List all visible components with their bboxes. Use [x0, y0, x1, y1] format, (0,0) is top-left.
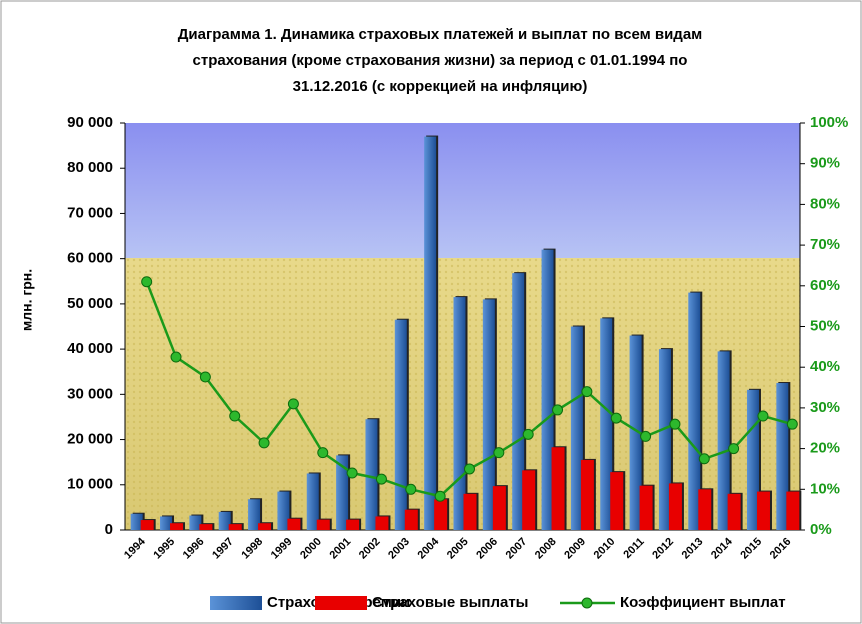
bar	[317, 520, 330, 530]
bar	[786, 492, 799, 530]
chart-title: страхования (кроме страхования жизни) за…	[193, 52, 688, 69]
bar	[199, 524, 212, 530]
y2-tick-label: 60%	[810, 277, 840, 294]
y-tick-label: 60 000	[67, 250, 113, 267]
y2-tick-label: 50%	[810, 317, 840, 334]
line-point	[494, 448, 504, 458]
y2-tick-label: 70%	[810, 236, 840, 253]
y2-tick-label: 30%	[810, 399, 840, 416]
legend-swatch	[210, 596, 262, 610]
line-point	[288, 399, 298, 409]
line-point	[376, 474, 386, 484]
line-point	[758, 411, 768, 421]
y-tick-label: 70 000	[67, 204, 113, 221]
y2-tick-label: 40%	[810, 358, 840, 375]
y2-tick-label: 100%	[810, 114, 848, 131]
y-tick-label: 10 000	[67, 476, 113, 493]
legend-swatch	[315, 596, 367, 610]
chart-title: Диаграмма 1. Динамика страховых платежей…	[178, 26, 703, 43]
line-point	[641, 431, 651, 441]
bar	[170, 523, 183, 530]
bar	[640, 486, 653, 530]
chart-title: 31.12.2016 (с коррекцией на инфляцию)	[293, 78, 588, 95]
bar	[258, 523, 271, 530]
bar	[728, 494, 741, 530]
bar	[669, 483, 682, 530]
bar	[552, 447, 565, 530]
bar	[424, 137, 436, 530]
y-tick-label: 30 000	[67, 385, 113, 402]
bar	[698, 489, 711, 530]
bar	[346, 520, 359, 530]
y2-tick-label: 80%	[810, 195, 840, 212]
line-point	[670, 419, 680, 429]
y-tick-label: 0	[105, 521, 113, 538]
y2-tick-label: 20%	[810, 440, 840, 457]
line-point	[611, 413, 621, 423]
bar	[375, 516, 388, 530]
y2-tick-label: 10%	[810, 480, 840, 497]
y-axis-label: млн. грн.	[19, 269, 35, 331]
bar	[757, 492, 770, 530]
y2-tick-label: 90%	[810, 155, 840, 172]
y-tick-label: 80 000	[67, 159, 113, 176]
bar	[434, 499, 447, 530]
y-tick-label: 50 000	[67, 295, 113, 312]
line-point	[465, 464, 475, 474]
y-tick-label: 20 000	[67, 431, 113, 448]
y2-tick-label: 0%	[810, 521, 832, 538]
legend-label: Коэффициент выплат	[620, 594, 786, 611]
bar	[610, 472, 623, 530]
line-point	[259, 438, 269, 448]
legend-label: Страховые выплаты	[372, 594, 528, 611]
bar	[287, 519, 300, 530]
line-point	[142, 277, 152, 287]
line-point	[582, 387, 592, 397]
bar	[141, 520, 154, 530]
line-point	[200, 372, 210, 382]
y-tick-label: 40 000	[67, 340, 113, 357]
y-tick-label: 90 000	[67, 114, 113, 131]
line-point	[435, 491, 445, 501]
chart: Диаграмма 1. Динамика страховых платежей…	[0, 0, 862, 624]
line-point	[406, 484, 416, 494]
line-point	[553, 405, 563, 415]
line-point	[230, 411, 240, 421]
bar	[581, 460, 594, 530]
line-point	[787, 419, 797, 429]
line-point	[318, 448, 328, 458]
bar	[365, 419, 377, 530]
line-point	[523, 429, 533, 439]
bar	[405, 510, 418, 530]
line-point	[729, 444, 739, 454]
bar	[493, 486, 506, 530]
line-point	[171, 352, 181, 362]
bar	[522, 470, 535, 530]
line-point	[699, 454, 709, 464]
line-point	[347, 468, 357, 478]
bar	[464, 494, 477, 530]
bar	[229, 524, 242, 530]
bar	[395, 320, 407, 530]
legend-swatch	[582, 598, 592, 608]
